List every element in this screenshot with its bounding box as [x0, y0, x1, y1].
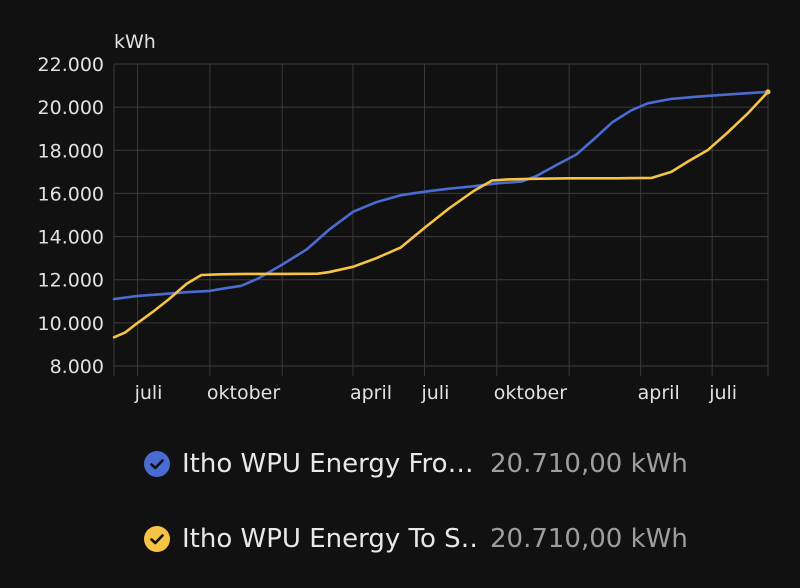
x-tick-label: juli [420, 382, 449, 404]
legend-series-name: Itho WPU Energy Fro… [182, 449, 474, 479]
y-tick-label: 18.000 [38, 140, 104, 162]
x-tick-label: april [350, 382, 392, 404]
grid [113, 63, 769, 376]
x-tick-label: oktober [494, 382, 567, 404]
x-tick-label: juli [134, 382, 163, 404]
legend-series-value: 20.710,00 kWh [490, 449, 688, 479]
series-line-from-source [112, 90, 770, 301]
y-tick-label: 22.000 [38, 54, 104, 76]
check-circle-icon [144, 526, 170, 552]
check-circle-icon [144, 451, 170, 477]
y-tick-label: 12.000 [38, 270, 104, 292]
x-tick-label: juli [708, 382, 737, 404]
legend-item-from-source[interactable]: Itho WPU Energy Fro… 20.710,00 kWh [144, 444, 688, 484]
series-lines [112, 89, 771, 339]
series-end-point [765, 89, 771, 95]
y-tick-label: 16.000 [38, 183, 104, 205]
series-line-to-space [112, 90, 770, 339]
legend-series-value: 20.710,00 kWh [490, 524, 688, 554]
x-tick-label: oktober [207, 382, 280, 404]
y-axis-unit-label: kWh [114, 31, 156, 53]
x-axis-tick-labels: juli oktober april juli oktober april juli [134, 382, 737, 404]
x-tick-label: april [638, 382, 680, 404]
y-tick-label: 10.000 [38, 313, 104, 335]
y-tick-label: 8.000 [50, 356, 104, 378]
y-tick-label: 20.000 [38, 97, 104, 119]
legend-item-to-space[interactable]: Itho WPU Energy To S… 20.710,00 kWh [144, 519, 688, 559]
energy-line-chart: kWh 8.000 10.000 12.000 14.000 16.000 18.000 2… [38, 31, 771, 404]
y-axis-tick-labels: 8.000 10.000 12.000 14.000 16.000 18.000 20.00… [38, 54, 104, 378]
y-tick-label: 14.000 [38, 227, 104, 249]
legend-series-name: Itho WPU Energy To S… [182, 524, 480, 554]
